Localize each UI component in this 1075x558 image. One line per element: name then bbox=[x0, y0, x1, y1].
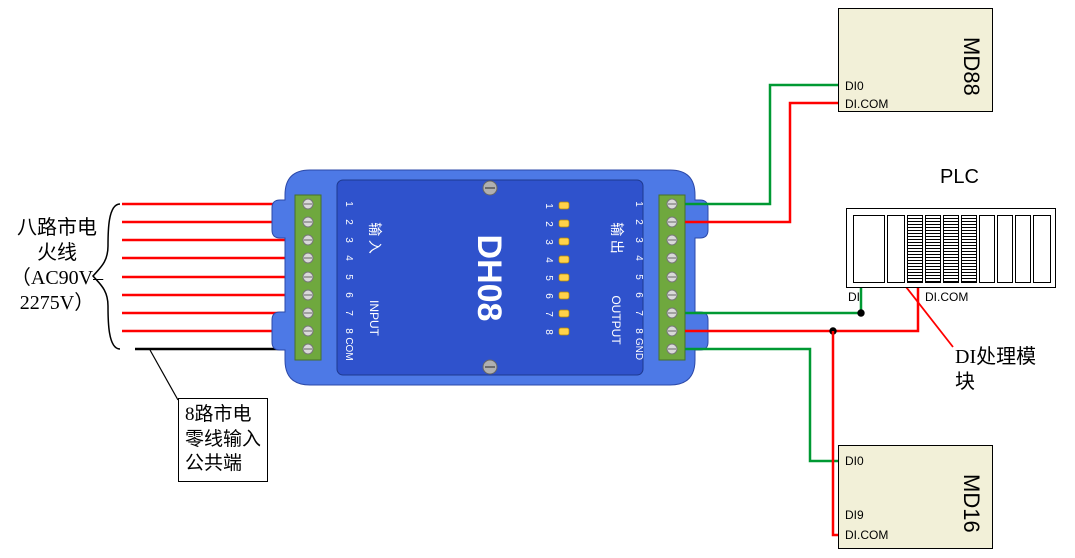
svg-text:1: 1 bbox=[543, 203, 554, 209]
md16-di0-label: DI0 bbox=[845, 454, 864, 468]
plc-annotation-line1: DI处理模 bbox=[955, 346, 1036, 368]
md88-di0-label: DI0 bbox=[845, 79, 864, 93]
svg-text:OUTPUT: OUTPUT bbox=[609, 295, 623, 345]
plc-title: PLC bbox=[940, 165, 979, 190]
svg-text:2: 2 bbox=[633, 219, 644, 225]
svg-text:1: 1 bbox=[343, 201, 354, 207]
svg-text:8: 8 bbox=[543, 329, 554, 335]
svg-text:7: 7 bbox=[633, 310, 644, 316]
svg-text:输 出: 输 出 bbox=[608, 222, 624, 254]
svg-text:6: 6 bbox=[343, 292, 354, 298]
wire-out-md16-di0 bbox=[685, 349, 838, 461]
svg-text:2: 2 bbox=[543, 221, 554, 227]
md16-module: MD16 DI0 DI9 DI.COM bbox=[838, 445, 993, 549]
svg-text:5: 5 bbox=[633, 274, 644, 280]
device-dh08: DH08 输 入 INPUT 输 出 OUTPUT 1 2 3 4 5 6 7 8 COM 1 2… bbox=[272, 170, 708, 385]
svg-text:3: 3 bbox=[543, 239, 554, 245]
left-label-line4: 2275V） bbox=[20, 292, 94, 314]
svg-text:5: 5 bbox=[543, 275, 554, 281]
neutral-label-box: 8路市电 零线输入 公共端 bbox=[178, 398, 268, 482]
svg-text:2: 2 bbox=[343, 219, 354, 225]
svg-text:4: 4 bbox=[343, 255, 354, 261]
svg-text:输 入: 输 入 bbox=[366, 222, 382, 254]
md88-module: MD88 DI0 DI.COM bbox=[838, 8, 993, 112]
md16-name-label: MD16 bbox=[958, 474, 984, 533]
svg-text:6: 6 bbox=[543, 293, 554, 299]
md16-dicom-label: DI.COM bbox=[845, 528, 888, 542]
svg-text:4: 4 bbox=[633, 255, 644, 261]
svg-text:8: 8 bbox=[343, 328, 354, 334]
svg-text:5: 5 bbox=[343, 274, 354, 280]
plc-drawing bbox=[846, 208, 1056, 288]
plc-di-label: DI bbox=[848, 290, 860, 304]
svg-text:7: 7 bbox=[543, 311, 554, 317]
left-label-line1: 八路市电 bbox=[17, 217, 97, 239]
svg-text:4: 4 bbox=[543, 257, 554, 263]
svg-text:GND: GND bbox=[633, 338, 644, 360]
neutral-line2: 零线输入 bbox=[185, 429, 261, 450]
neutral-pointer bbox=[150, 350, 178, 400]
left-label-line2: 火线 bbox=[37, 242, 77, 264]
svg-text:DH08: DH08 bbox=[470, 235, 508, 322]
svg-text:7: 7 bbox=[343, 310, 354, 316]
svg-text:INPUT: INPUT bbox=[367, 300, 381, 337]
wire-out-plc-dicom bbox=[685, 288, 918, 331]
svg-text:6: 6 bbox=[633, 292, 644, 298]
svg-text:8: 8 bbox=[633, 328, 644, 334]
neutral-line3: 公共端 bbox=[185, 453, 242, 474]
md88-dicom-label: DI.COM bbox=[845, 97, 888, 111]
svg-text:3: 3 bbox=[343, 237, 354, 243]
plc-dicom-label: DI.COM bbox=[925, 290, 968, 304]
wire-out-plc-di bbox=[685, 288, 861, 313]
md88-name-label: MD88 bbox=[958, 37, 984, 96]
svg-text:COM: COM bbox=[343, 337, 354, 360]
neutral-line1: 8路市电 bbox=[185, 404, 252, 425]
right-terminals bbox=[667, 199, 677, 354]
plc-annotation: DI处理模 块 bbox=[955, 345, 1036, 395]
left-terminals bbox=[303, 199, 313, 354]
left-label-line3: （AC90V– bbox=[11, 267, 103, 289]
plc-annotation-line2: 块 bbox=[955, 371, 975, 393]
md16-di9-label: DI9 bbox=[845, 508, 864, 522]
left-input-label: 八路市电 火线 （AC90V– 2275V） bbox=[2, 216, 112, 316]
svg-text:3: 3 bbox=[633, 237, 644, 243]
svg-text:1: 1 bbox=[633, 201, 644, 207]
